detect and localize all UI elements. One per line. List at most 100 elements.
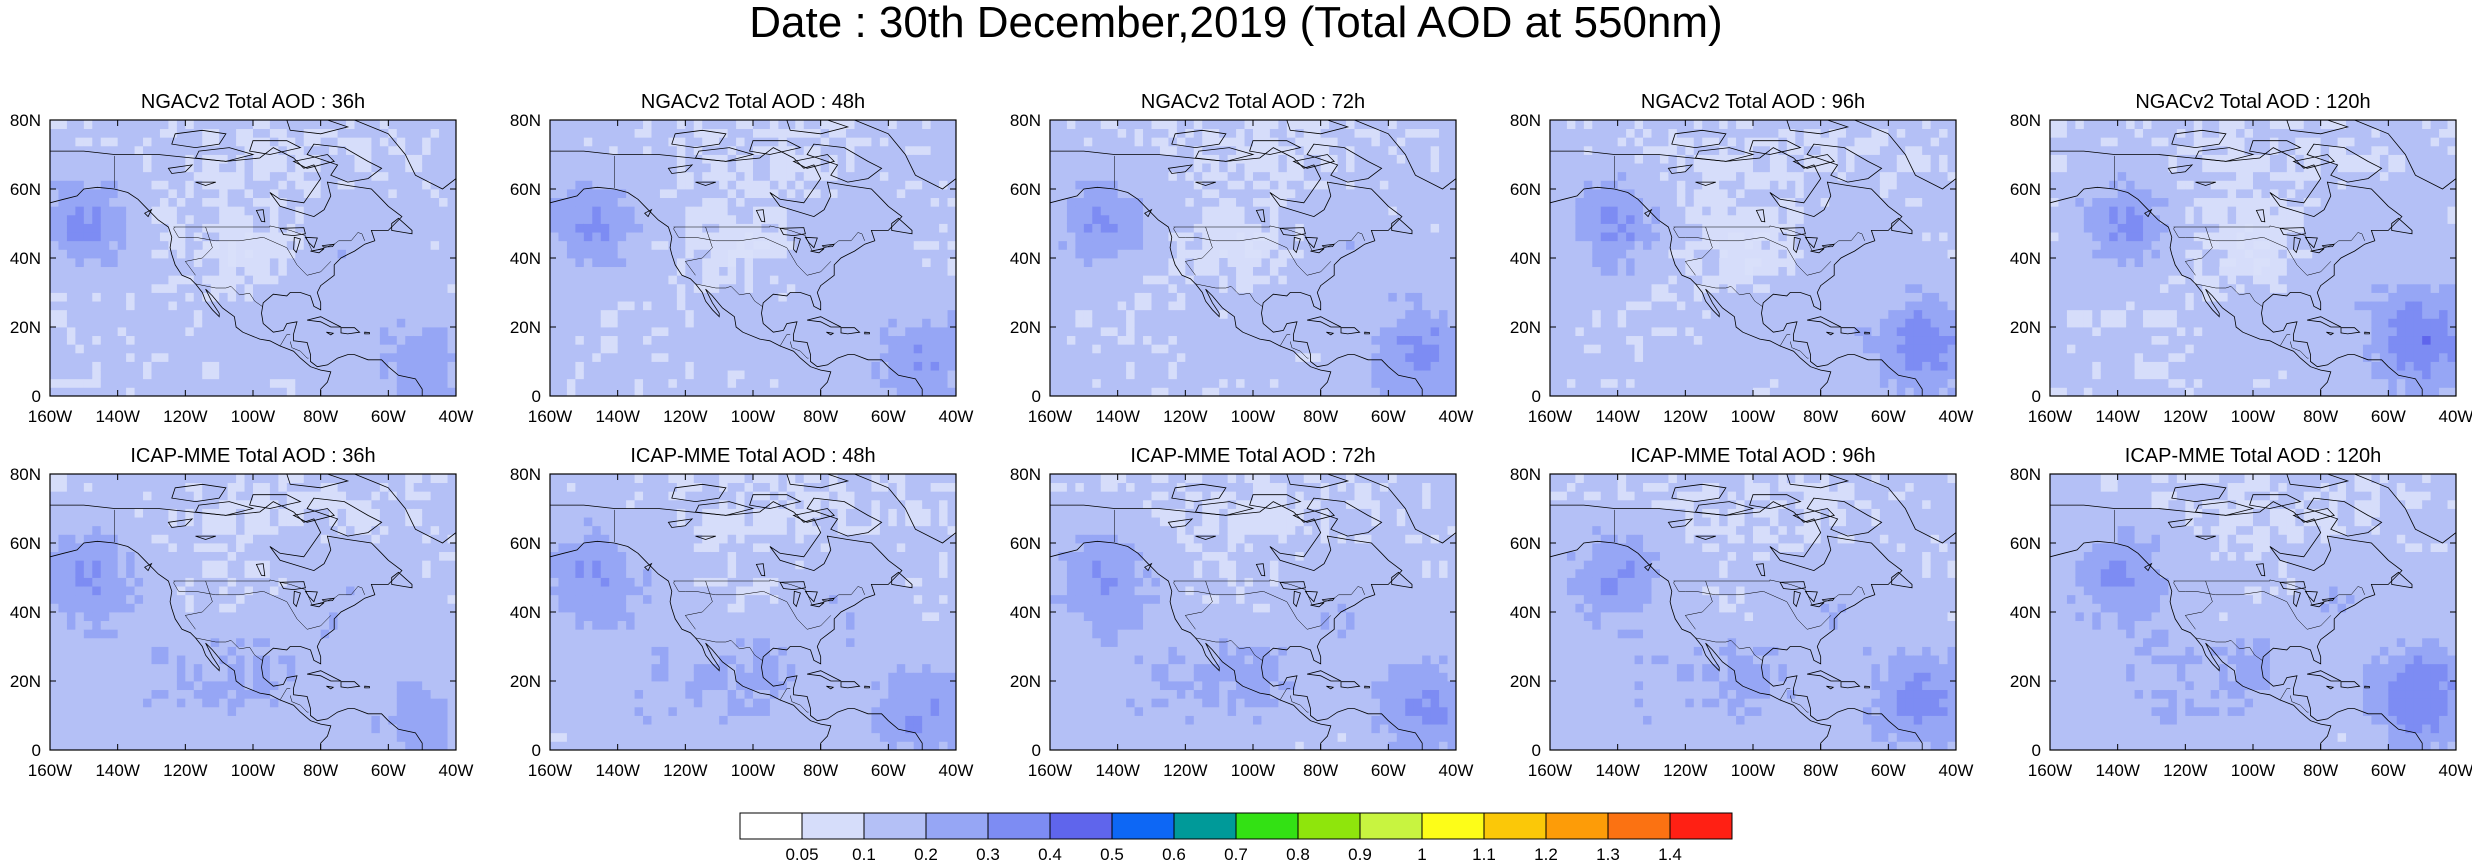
lake-outline	[1779, 227, 1806, 237]
border-line	[184, 226, 213, 276]
coastline-island	[194, 501, 255, 516]
coastline-island	[2249, 494, 2302, 509]
coastline-island	[1249, 494, 1302, 509]
coastline-island	[1144, 208, 1153, 218]
coastline-island	[644, 562, 653, 572]
coastline-island	[826, 685, 835, 690]
political-borders	[114, 155, 365, 359]
coastline-island	[1864, 331, 1870, 335]
lake-outline	[1293, 590, 1301, 608]
coastline-island	[1694, 501, 1755, 516]
lake-outline	[1195, 181, 1216, 186]
border-line	[1289, 341, 1309, 359]
coastline-island	[840, 327, 861, 335]
border-line	[1279, 334, 1291, 347]
coastline-island	[1286, 120, 1350, 135]
border-line	[1173, 226, 1331, 276]
x-tick-label-40W: 40W	[2439, 407, 2472, 426]
x-tick-label-160W: 160W	[1528, 407, 1572, 426]
border-line	[1673, 580, 1831, 630]
lake-outline	[1695, 181, 1716, 186]
coastline-island	[2353, 120, 2456, 190]
coastline-island	[1391, 571, 1413, 589]
coastlines	[1050, 474, 1456, 750]
y-tick-label-80N: 80N	[1510, 465, 1541, 484]
coastline-island	[1694, 147, 1755, 162]
map-content	[1050, 120, 1456, 396]
lake-outline	[1821, 597, 1836, 602]
colorbar-box	[987, 812, 1051, 840]
coastline-island	[2194, 147, 2255, 162]
lake-outline	[793, 236, 801, 254]
x-tick-label-160W: 160W	[1028, 407, 1072, 426]
lake-outline	[1667, 164, 1694, 174]
border-line	[1684, 580, 1713, 630]
x-tick-label-120W: 120W	[663, 761, 707, 780]
colorbar-label-1.1: 1.1	[1472, 845, 1496, 862]
border-line	[2184, 580, 2213, 630]
x-tick-label-140W: 140W	[595, 407, 639, 426]
panel-title: NGACv2 Total AOD : 72h	[1141, 91, 1365, 113]
x-tick-label-60W: 60W	[371, 761, 406, 780]
coastline-island	[807, 316, 842, 328]
coastline-island	[1171, 483, 1227, 503]
coastline-island	[853, 474, 956, 544]
y-tick-label-0: 0	[2032, 741, 2041, 760]
coastline-island	[1307, 670, 1342, 682]
x-tick-label-40W: 40W	[939, 407, 974, 426]
coastlines	[50, 474, 456, 750]
x-tick-label-100W: 100W	[731, 761, 775, 780]
coastline-americas	[1050, 501, 1423, 750]
y-tick-label-40N: 40N	[1510, 249, 1541, 268]
border-line	[2195, 637, 2263, 661]
lake-outline	[2293, 590, 2301, 608]
coastlines	[50, 120, 456, 396]
coastline-island	[786, 474, 850, 489]
coastline-island	[891, 217, 913, 235]
lake-outline	[167, 518, 194, 528]
coastline-island	[1249, 140, 1302, 155]
map-content	[50, 474, 456, 750]
coastline-island	[644, 208, 653, 218]
colorbar-box	[1669, 812, 1733, 840]
coastline-island	[1749, 140, 1802, 155]
coastline-island	[1671, 129, 1727, 149]
y-tick-label-40N: 40N	[10, 249, 41, 268]
y-tick-label-80N: 80N	[1510, 111, 1541, 130]
coastline-americas	[550, 501, 923, 750]
x-tick-label-80W: 80W	[1303, 407, 1338, 426]
coastline-island	[1826, 685, 1835, 690]
coastline-island	[749, 140, 802, 155]
x-tick-label-160W: 160W	[28, 407, 72, 426]
x-tick-label-100W: 100W	[2231, 761, 2275, 780]
x-tick-label-120W: 120W	[1663, 407, 1707, 426]
lake-outline	[255, 209, 266, 223]
lake-outline	[2321, 597, 2336, 602]
panel-title: ICAP-MME Total AOD : 36h	[130, 445, 375, 467]
y-tick-label-0: 0	[32, 387, 41, 406]
x-tick-label-160W: 160W	[2028, 407, 2072, 426]
border-line	[1684, 226, 1713, 276]
border-line	[684, 580, 713, 630]
x-tick-label-40W: 40W	[1439, 407, 1474, 426]
coastline-island	[1840, 681, 1861, 689]
y-tick-label-0: 0	[532, 741, 541, 760]
border-line	[2173, 580, 2331, 630]
x-tick-label-60W: 60W	[1871, 761, 1906, 780]
x-tick-label-80W: 80W	[803, 407, 838, 426]
political-borders	[614, 509, 865, 713]
y-tick-label-20N: 20N	[2010, 318, 2041, 337]
border-line	[1673, 225, 1865, 252]
map-content	[1550, 474, 1956, 750]
border-line	[1289, 695, 1309, 713]
x-tick-label-60W: 60W	[2371, 761, 2406, 780]
y-tick-label-20N: 20N	[10, 672, 41, 691]
lake-outline	[1167, 164, 1194, 174]
x-tick-label-60W: 60W	[1371, 761, 1406, 780]
aod-field	[50, 120, 456, 396]
x-tick-label-160W: 160W	[28, 761, 72, 780]
border-line	[789, 695, 809, 713]
x-tick-label-100W: 100W	[1231, 407, 1275, 426]
x-tick-label-120W: 120W	[2163, 761, 2207, 780]
coastline-island	[1194, 147, 1255, 162]
